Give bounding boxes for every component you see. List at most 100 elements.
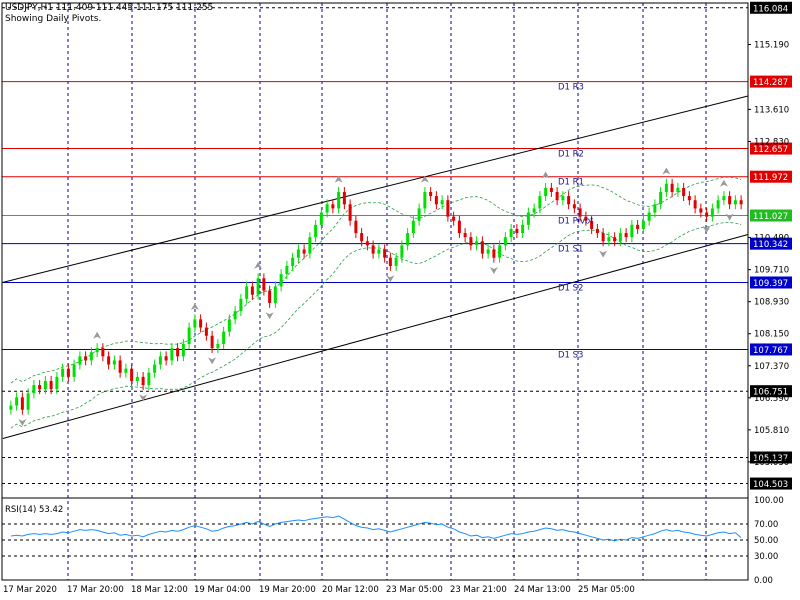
rsi-axis-label: 0.00 xyxy=(754,576,773,586)
candle-body xyxy=(699,208,703,213)
price-level-tag xyxy=(750,385,792,398)
candle-body xyxy=(337,191,341,209)
price-axis: 114.287 112.657 111.972 111.027 110.342 109.3… xyxy=(748,1,792,490)
fractal-down-arrow xyxy=(386,275,395,283)
fractal-down-arrow xyxy=(725,213,734,221)
candle-body xyxy=(601,233,605,242)
candle-body xyxy=(590,220,594,229)
candle-body xyxy=(55,376,59,390)
candle-body xyxy=(509,228,513,238)
candle-body xyxy=(101,348,105,357)
pivot-levels xyxy=(2,7,748,485)
candle-body xyxy=(204,327,208,336)
pivot-name-label: D1 S3 xyxy=(558,350,583,360)
price-tick-label: 110.490 xyxy=(754,234,789,244)
candle-body xyxy=(187,327,191,344)
candle-body xyxy=(279,274,283,287)
candle-body xyxy=(176,348,180,357)
fractal-up-arrow xyxy=(719,179,728,187)
candle-body xyxy=(463,233,467,238)
fractal-up-arrow xyxy=(662,167,671,175)
candle-body xyxy=(515,228,519,234)
time-axis-label: 18 Mar 12:00 xyxy=(131,585,188,595)
candle-body xyxy=(66,368,70,377)
pivot-name-label: D1 R1 xyxy=(558,178,584,188)
candle-body xyxy=(9,405,13,410)
symbol-header: USDJPY,H1 111.409 111.445 111.175 111.25… xyxy=(5,3,214,13)
candle-body xyxy=(360,233,364,242)
candle-body xyxy=(296,249,300,258)
fractal-down-arrow xyxy=(18,419,27,427)
candle-body xyxy=(595,228,599,234)
candle-body xyxy=(250,286,254,295)
pivot-level-labels: D1 R3 D1 R2 D1 R1 D1 Pivot D1 S1 D1 S2 D1 S3 xyxy=(558,83,594,361)
candle-body xyxy=(199,319,203,328)
candle-body xyxy=(365,241,369,246)
candle-body xyxy=(636,224,640,229)
candle-body xyxy=(521,224,525,234)
candle-body xyxy=(216,343,220,349)
candle-body xyxy=(446,200,450,217)
candle-body xyxy=(233,311,237,320)
price-tick-label: 109.710 xyxy=(754,266,789,276)
candle-body xyxy=(135,376,139,381)
candle-body xyxy=(492,249,496,258)
price-tick-label: 107.370 xyxy=(754,362,789,372)
price-level-value: 112.657 xyxy=(753,145,788,155)
candle-body xyxy=(164,356,168,361)
candle-body xyxy=(578,208,582,217)
time-axis-label: 19 Mar 20:00 xyxy=(259,585,316,595)
pivot-name-label: D1 S2 xyxy=(558,283,583,293)
pivot-name-label: D1 Pivot xyxy=(558,217,594,227)
plot-border xyxy=(1,2,749,581)
envelope-band-dn xyxy=(10,222,742,429)
candle-body xyxy=(314,224,318,238)
candle-body xyxy=(722,196,726,201)
candle-body xyxy=(227,319,231,332)
price-level-tag xyxy=(750,170,792,183)
candle-body xyxy=(728,196,732,205)
candle-body xyxy=(170,348,174,361)
candle-body xyxy=(371,245,375,254)
candle-body xyxy=(538,196,542,209)
fractal-down-arrow xyxy=(208,357,217,365)
rsi-label: RSI(14) 53.42 xyxy=(5,505,63,515)
candle-body xyxy=(429,191,433,197)
candle-body xyxy=(26,393,30,410)
candle-body xyxy=(319,212,323,225)
candle-body xyxy=(469,237,473,246)
candle-body xyxy=(624,233,628,238)
candle-body xyxy=(457,220,461,234)
candle-body xyxy=(210,335,214,349)
price-level-tag xyxy=(750,142,792,155)
fractal-down-arrow xyxy=(489,267,498,275)
candle-body xyxy=(486,249,490,254)
candle-body xyxy=(670,183,674,192)
rsi-axis-label: 30.00 xyxy=(754,552,778,562)
fractal-down-arrow xyxy=(599,250,608,258)
price-tick-label: 106.590 xyxy=(754,394,789,404)
candle-body xyxy=(664,183,668,192)
time-axis-label: 17 Mar 20:00 xyxy=(67,585,124,595)
candle-body xyxy=(158,356,162,365)
pivot-subtitle: Showing Daily Pivots. xyxy=(5,14,102,24)
candle-body xyxy=(607,237,611,242)
time-axis-label: 20 Mar 12:00 xyxy=(322,585,379,595)
candle-body xyxy=(411,220,415,234)
candle-body xyxy=(498,245,502,258)
price-tick-label: 105.810 xyxy=(754,426,789,436)
price-level-value: 110.342 xyxy=(753,240,788,250)
price-level-value: 104.503 xyxy=(753,480,788,490)
candlesticks xyxy=(9,178,743,415)
candle-body xyxy=(693,200,697,209)
candle-body xyxy=(383,249,387,258)
candle-body xyxy=(193,319,197,328)
candle-body xyxy=(78,356,82,365)
candle-body xyxy=(676,187,680,192)
candle-body xyxy=(452,216,456,221)
price-level-tag xyxy=(750,276,792,289)
time-axis-label: 19 Mar 04:00 xyxy=(194,585,251,595)
candle-body xyxy=(687,196,691,201)
candle-body xyxy=(331,204,335,209)
